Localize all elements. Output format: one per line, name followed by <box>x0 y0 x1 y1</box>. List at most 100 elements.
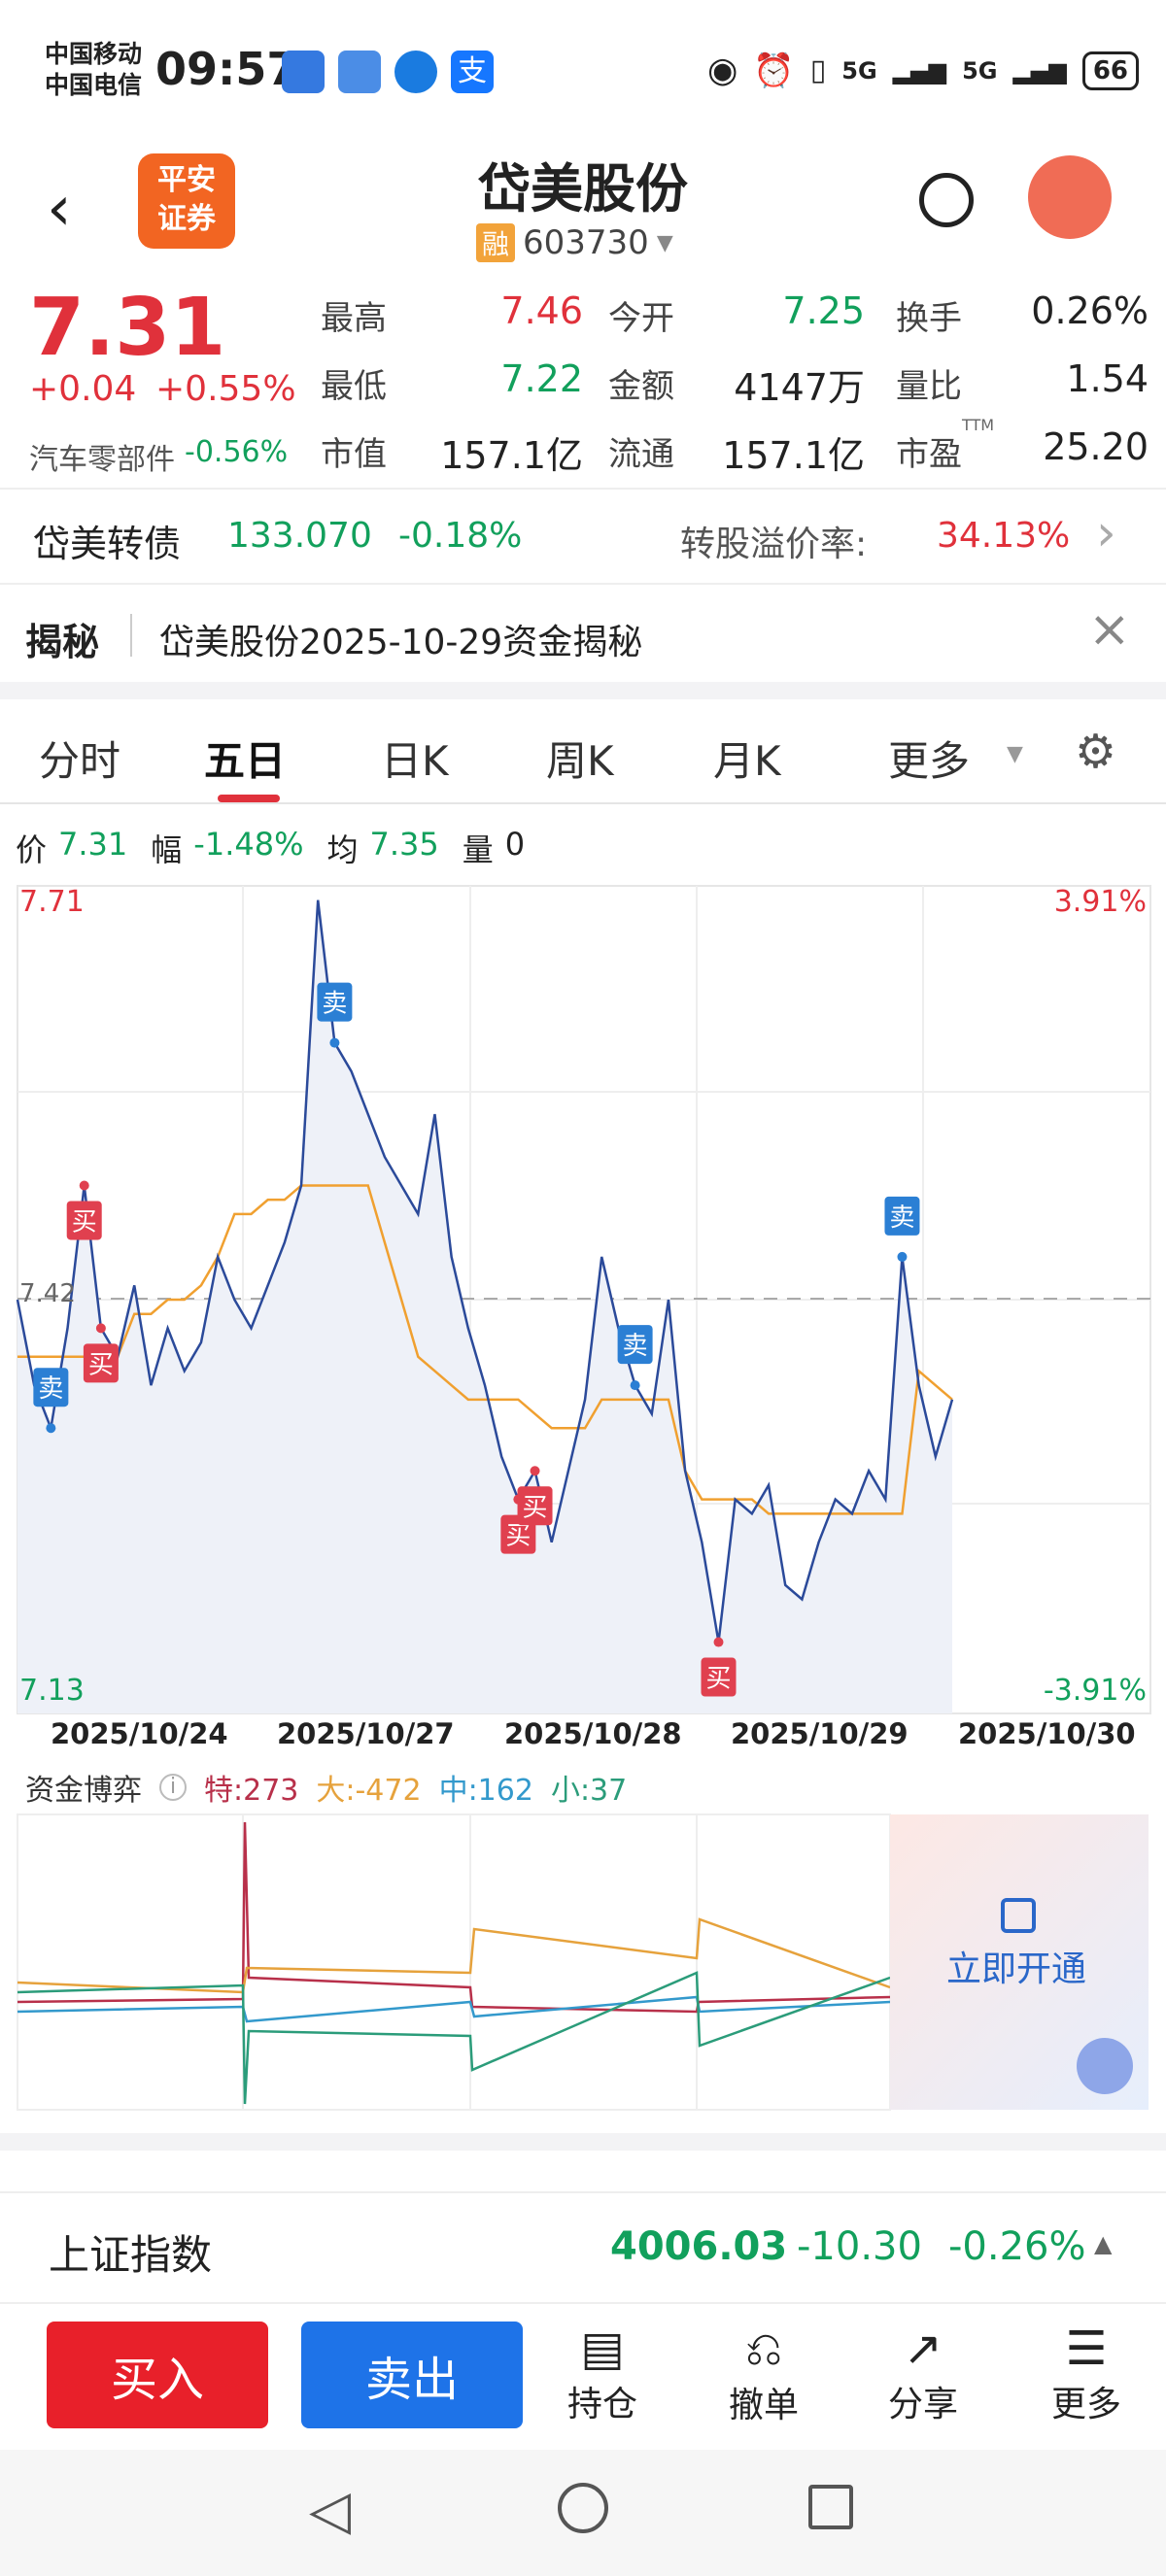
chevron-right-icon: › <box>1096 504 1116 562</box>
fund-flow-header: 资金博弈 i 特:273 大:-472 中:162 小:37 <box>25 1766 627 1809</box>
signal-bars-icon: ▂▄▆ <box>1012 56 1067 85</box>
period-tabs: 分时 五日 日K 周K 月K 更多 ▼ ⚙ <box>0 699 1166 804</box>
fund-title: 资金博弈 <box>25 1774 142 1808</box>
sell-marker: 卖 <box>884 1196 920 1262</box>
tab-intraday[interactable]: 分时 <box>39 737 121 785</box>
quote-field-label: 今开 <box>608 299 674 338</box>
holdings-button[interactable]: ▤ 持仓 <box>544 2322 661 2426</box>
convertible-bond-row[interactable]: 岱美转债 133.070 -0.18% 转股溢价率: 34.13% › <box>0 491 1166 583</box>
sector-change: -0.56% <box>185 435 289 469</box>
quote-field-value: 157.1亿 <box>440 434 583 477</box>
broker-logo-line2: 证券 <box>157 202 216 236</box>
fund-te: 特:273 <box>204 1774 299 1808</box>
pct-bottom-label: -3.91% <box>1044 1674 1147 1708</box>
bond-change: -0.18% <box>398 516 523 556</box>
last-price: 7.31 <box>29 282 226 374</box>
fund-chart-frame <box>17 1813 891 2111</box>
broker-logo: 平安 证券 <box>138 153 235 249</box>
quote-field-value: 7.22 <box>500 357 583 400</box>
sell-button[interactable]: 卖出 <box>301 2322 523 2428</box>
amp-value: -1.48% <box>193 826 304 863</box>
svg-text:买: 买 <box>88 1350 114 1379</box>
more-label: 更多 <box>1050 2385 1121 2424</box>
tab-five-day[interactable]: 五日 <box>204 737 287 785</box>
app-icon-3 <box>394 51 437 93</box>
quote-field-label: 换手 <box>896 299 962 338</box>
svg-text:买: 买 <box>72 1207 97 1237</box>
status-icons: ◉ ⏰ ▯ 5G ▂▄▆ 5G ▂▄▆ 66 <box>707 51 1140 90</box>
active-tab-indicator <box>218 795 280 802</box>
index-ticker[interactable]: 上证指数 4006.03 -10.30 -0.26% ▲ <box>0 2191 1166 2304</box>
share-button[interactable]: ↗ 分享 <box>865 2322 981 2426</box>
info-icon[interactable]: i <box>159 1774 187 1801</box>
quote-field-label: 流通 <box>608 435 674 474</box>
back-nav-icon[interactable]: ◁ <box>309 2479 352 2542</box>
close-icon[interactable]: × <box>1088 600 1131 659</box>
alarm-icon: ⏰ <box>753 51 795 90</box>
pct-top-label: 3.91% <box>1054 885 1147 919</box>
y-bottom-label: 7.13 <box>19 1674 85 1708</box>
document-icon: ▤ <box>580 2322 625 2376</box>
home-nav-icon[interactable] <box>558 2483 608 2533</box>
cancel-order-button[interactable]: ⎌ 撤单 <box>705 2322 822 2427</box>
buy-button[interactable]: 买入 <box>47 2322 268 2428</box>
recents-nav-icon[interactable] <box>808 2485 853 2529</box>
clock: 09:57 <box>155 43 298 95</box>
vol-value: 0 <box>504 826 526 863</box>
quote-field-label: 最低 <box>321 367 387 406</box>
buy-marker: 买 <box>66 1180 102 1240</box>
chevron-up-icon: ▲ <box>1094 2230 1113 2257</box>
search-icon[interactable] <box>919 173 974 227</box>
stock-code: 603730 <box>523 223 649 262</box>
trade-toolbar: 买入 卖出 ▤ 持仓 ⎌ 撤单 ↗ 分享 ☰ 更多 <box>0 2304 1166 2450</box>
divider <box>0 583 1166 585</box>
ttm-label: TTM <box>962 416 995 434</box>
margin-badge: 融 <box>476 223 516 262</box>
quote-field-label: 市值 <box>321 435 387 474</box>
assistant-avatar[interactable] <box>1028 155 1112 239</box>
unlock-text: 立即开通 <box>946 1949 1087 1989</box>
quote-field-value: 157.1亿 <box>722 434 865 477</box>
stock-code-row[interactable]: 融 603730 ▼ <box>476 223 673 262</box>
app-notification-icons: 支 <box>282 51 494 93</box>
back-icon[interactable]: ‹ <box>47 173 72 245</box>
svg-text:买: 买 <box>705 1665 731 1694</box>
quote-field-value: 25.20 <box>1043 425 1149 468</box>
gear-icon[interactable]: ⚙ <box>1075 725 1117 779</box>
app-icon-2 <box>338 51 381 93</box>
divider <box>0 488 1166 490</box>
svg-text:卖: 卖 <box>623 1332 648 1361</box>
price-change: +0.04 <box>29 369 137 409</box>
sector-name[interactable]: 汽车零部件 <box>29 443 175 477</box>
tab-monthly-k[interactable]: 月K <box>713 737 781 785</box>
avg-label: 均 <box>326 831 359 868</box>
tab-weekly-k[interactable]: 周K <box>546 737 614 785</box>
tab-daily-k[interactable]: 日K <box>381 737 449 785</box>
holdings-label: 持仓 <box>566 2385 637 2424</box>
eye-icon: ◉ <box>707 51 738 90</box>
chevron-down-icon: ▼ <box>656 230 673 255</box>
tab-more[interactable]: 更多 <box>888 737 971 785</box>
buy-marker: 买 <box>701 1637 737 1697</box>
vibrate-icon: ▯ <box>809 53 827 87</box>
share-label: 分享 <box>887 2385 958 2424</box>
x-label: 2025/10/28 <box>504 1717 682 1750</box>
quote-panel: 7.31 +0.04 +0.55% 汽车零部件 -0.56% 最高 7.46 今开 7… <box>0 282 1166 486</box>
index-name: 上证指数 <box>49 2231 213 2279</box>
bond-price: 133.070 <box>227 516 372 556</box>
fullscreen-icon[interactable] <box>1077 2038 1133 2094</box>
cancel-label: 撤单 <box>728 2386 799 2425</box>
index-value: 4006.03 <box>610 2224 788 2269</box>
x-axis-labels: 2025/10/24 2025/10/27 2025/10/28 2025/10… <box>0 1717 1166 1756</box>
quote-field-value: 1.54 <box>1066 357 1149 400</box>
quote-field-label: 最高 <box>321 299 387 338</box>
reveal-title: 揭秘 <box>25 621 100 663</box>
y-top-label: 7.71 <box>19 885 85 919</box>
locked-overlay[interactable]: 立即开通 <box>890 1814 1149 2110</box>
more-button[interactable]: ☰ 更多 <box>1028 2322 1145 2426</box>
battery-icon: 66 <box>1081 51 1140 90</box>
sell-marker: 卖 <box>33 1368 69 1434</box>
system-navigation: ◁ <box>0 2450 1166 2576</box>
fund-reveal-banner[interactable]: 揭秘 岱美股份2025-10-29资金揭秘 × <box>0 585 1166 682</box>
